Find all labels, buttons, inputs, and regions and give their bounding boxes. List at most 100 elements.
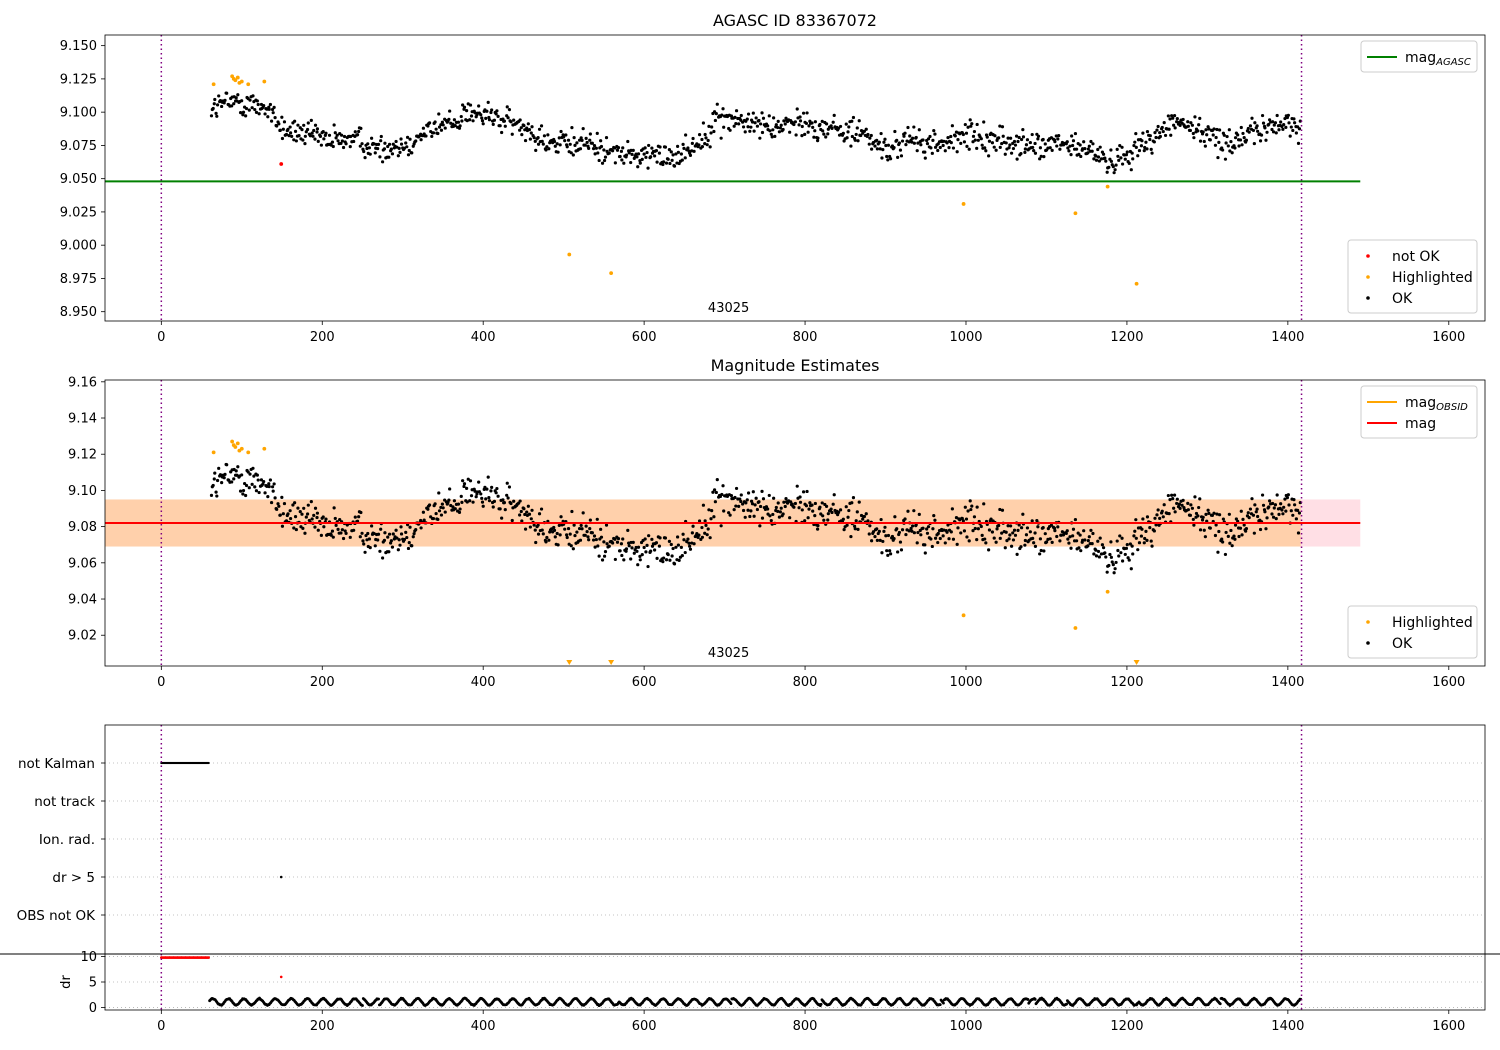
- x-tick-label: 1200: [1110, 1019, 1143, 1034]
- ok-point: [1101, 546, 1106, 550]
- ok-point: [772, 496, 776, 500]
- legend-label-text: OK: [1392, 636, 1413, 652]
- ok-point: [331, 144, 335, 149]
- ok-point: [757, 500, 761, 504]
- ok-point: [1136, 154, 1140, 158]
- ok-point: [1191, 131, 1195, 136]
- ok-point: [995, 527, 999, 531]
- ok-point: [1284, 509, 1288, 513]
- ok-point: [273, 116, 277, 120]
- ok-point: [1039, 548, 1043, 553]
- ok-point: [471, 119, 475, 123]
- ok-point: [1271, 130, 1276, 134]
- ok-point: [681, 142, 685, 146]
- ok-point: [956, 526, 960, 530]
- ok-point: [1224, 141, 1228, 145]
- ok-point: [430, 134, 434, 139]
- ok-point: [795, 107, 799, 111]
- ok-point: [518, 513, 522, 517]
- ok-point: [1204, 512, 1208, 516]
- ok-point: [390, 545, 395, 549]
- ok-point: [1287, 503, 1291, 507]
- ok-point: [961, 519, 965, 523]
- ok-point: [941, 143, 945, 148]
- ok-point: [804, 121, 809, 126]
- ok-point: [387, 550, 391, 554]
- ok-point: [653, 548, 657, 552]
- ok-point: [1064, 531, 1068, 536]
- ok-point: [583, 533, 587, 537]
- ok-point: [353, 130, 357, 134]
- ok-point: [308, 134, 312, 138]
- ok-point: [1007, 146, 1011, 150]
- ok-point: [832, 493, 836, 497]
- ok-point: [761, 497, 766, 501]
- ok-point: [1055, 534, 1059, 539]
- ok-point: [810, 503, 814, 507]
- ok-point: [1120, 145, 1124, 149]
- ok-point: [1178, 123, 1182, 127]
- ok-point: [734, 122, 738, 126]
- ok-point: [358, 535, 362, 539]
- ok-point: [1251, 513, 1256, 517]
- ok-point: [523, 512, 527, 517]
- highlighted-point: [235, 441, 240, 446]
- ok-point: [254, 489, 259, 493]
- ok-point: [1186, 120, 1190, 124]
- ok-point: [1019, 151, 1023, 156]
- ok-point: [987, 528, 992, 532]
- ok-point: [850, 134, 854, 139]
- ok-point: [1253, 121, 1257, 125]
- ok-point: [370, 524, 374, 528]
- ok-point: [1201, 515, 1205, 519]
- ok-point: [553, 535, 557, 539]
- ok-point: [998, 124, 1002, 128]
- ok-point: [951, 537, 956, 541]
- x-tick-label: 1200: [1110, 675, 1143, 690]
- ok-point: [1038, 552, 1042, 556]
- ok-point: [490, 108, 494, 112]
- ok-point: [788, 130, 792, 134]
- ok-point: [871, 530, 876, 534]
- ok-point: [267, 484, 271, 489]
- ok-point: [1177, 502, 1182, 506]
- ok-point: [358, 144, 362, 148]
- x-tick-label: 800: [793, 675, 818, 690]
- ok-point: [537, 127, 542, 131]
- ok-point: [1000, 141, 1004, 146]
- ok-point: [1082, 140, 1086, 144]
- ok-point: [1217, 513, 1222, 517]
- ok-point: [402, 146, 407, 150]
- ok-point: [414, 139, 418, 143]
- ok-point: [1263, 510, 1267, 514]
- ok-point: [806, 130, 810, 134]
- ok-point: [679, 152, 683, 156]
- ok-point: [214, 111, 218, 116]
- ok-point: [1123, 157, 1127, 161]
- ok-point: [453, 124, 457, 128]
- ok-point: [278, 513, 282, 517]
- ok-point: [896, 155, 900, 159]
- ok-point: [1137, 148, 1142, 153]
- ok-point: [963, 505, 967, 509]
- ok-point: [303, 142, 307, 146]
- ok-point: [932, 129, 936, 133]
- ok-point: [936, 540, 940, 545]
- ok-point: [1282, 505, 1286, 509]
- x-tick-label: 800: [793, 330, 818, 345]
- ok-point: [741, 125, 746, 129]
- ok-point: [313, 123, 318, 127]
- ok-point: [830, 510, 834, 515]
- ok-point: [211, 106, 215, 111]
- ok-point: [903, 131, 907, 135]
- ok-point: [362, 542, 366, 546]
- ok-point: [899, 154, 904, 158]
- ok-point: [898, 540, 903, 544]
- ok-point: [336, 139, 340, 143]
- ok-point: [502, 119, 507, 123]
- ok-point: [850, 501, 854, 505]
- ok-point: [888, 157, 893, 161]
- ok-point: [215, 478, 220, 483]
- ok-point: [715, 477, 719, 482]
- ok-point: [846, 515, 850, 519]
